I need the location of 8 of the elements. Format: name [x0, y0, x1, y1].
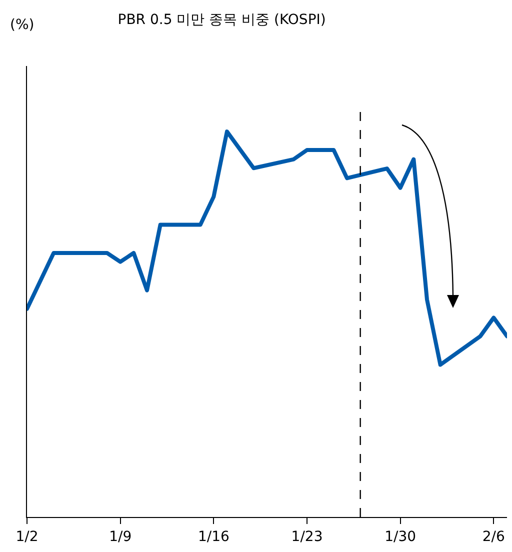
x-tick-label: 1/9	[109, 529, 132, 545]
x-tick-label: 1/16	[198, 529, 230, 545]
text: (%)	[10, 17, 34, 33]
x-tick-label: 1/30	[384, 529, 416, 545]
x-tick-label: 1/2	[16, 529, 38, 545]
x-tick-label: 2/6	[482, 529, 506, 545]
x-tick-label: 1/23	[291, 529, 323, 545]
chart-title: PBR 0.5 미만 종목 비중 (KOSPI)	[118, 12, 326, 28]
